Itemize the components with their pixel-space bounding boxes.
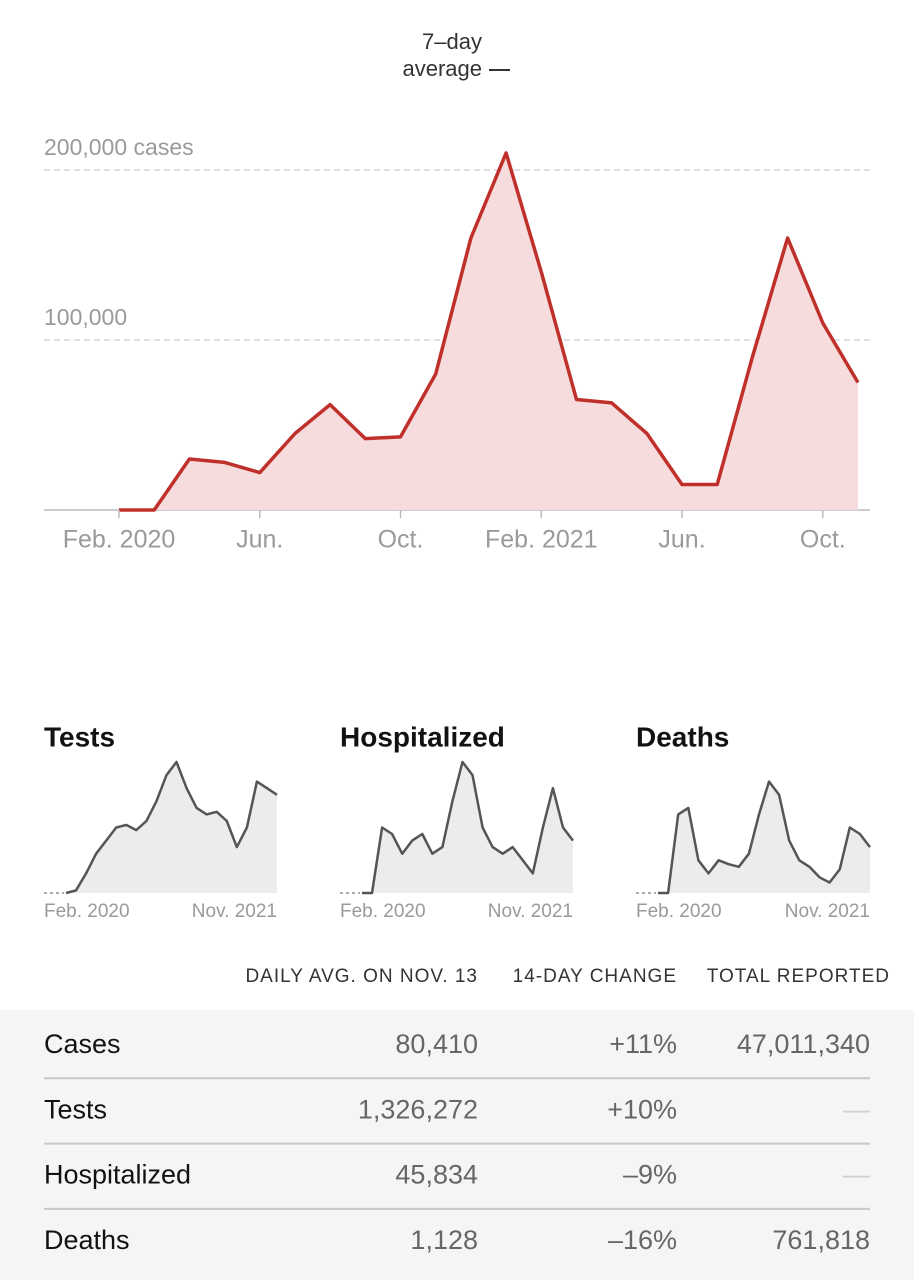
area	[658, 781, 870, 893]
x-tick-label: Feb. 2020	[340, 901, 426, 922]
x-tick-label: Feb. 2020	[44, 901, 130, 922]
table-cell: 1,326,272	[358, 1094, 478, 1124]
x-tick-label: Jun.	[658, 526, 705, 554]
line	[65, 760, 278, 895]
line	[658, 780, 871, 895]
table-cell: 80,410	[395, 1029, 478, 1059]
table-cell: 45,834	[395, 1160, 478, 1190]
area	[66, 762, 277, 893]
chart-title: Tests	[44, 721, 115, 752]
row-label: Hospitalized	[44, 1160, 191, 1190]
chart-title: Deaths	[636, 721, 729, 752]
table-cell: 47,011,340	[737, 1029, 870, 1059]
table-cell: +10%	[607, 1094, 677, 1124]
table-cell: –9%	[623, 1160, 677, 1190]
x-tick-label: Jun.	[236, 526, 283, 554]
table-cell: —	[843, 1160, 870, 1190]
area	[119, 153, 858, 510]
row-label: Tests	[44, 1094, 107, 1124]
table-header: TOTAL REPORTED	[707, 966, 890, 987]
table-cell: +11%	[609, 1029, 677, 1059]
x-tick-label: Feb. 2021	[485, 526, 598, 554]
row-label: Cases	[44, 1029, 121, 1059]
y-tick-label: 100,000	[44, 304, 127, 330]
row-label: Deaths	[44, 1225, 130, 1255]
y-tick-label: 200,000 cases	[44, 134, 194, 160]
x-tick-label: Nov. 2021	[192, 901, 277, 922]
x-tick-label: Oct.	[378, 526, 424, 554]
table-header: 14-DAY CHANGE	[513, 966, 677, 987]
line	[119, 151, 860, 512]
line	[362, 760, 574, 895]
table-cell: –16%	[608, 1225, 677, 1255]
x-tick-label: Nov. 2021	[488, 901, 573, 922]
table-header: DAILY AVG. ON NOV. 13	[245, 966, 478, 987]
annotation: average	[402, 56, 482, 81]
x-tick-label: Feb. 2020	[63, 526, 176, 554]
table-background	[0, 1010, 914, 1280]
table-cell: —	[843, 1094, 870, 1124]
area	[362, 762, 573, 893]
x-tick-label: Nov. 2021	[785, 901, 870, 922]
chart-title: Hospitalized	[340, 721, 505, 752]
annotation: 7–day	[422, 29, 482, 54]
x-tick-label: Feb. 2020	[636, 901, 722, 922]
table-cell: 761,818	[772, 1225, 870, 1255]
x-tick-label: Oct.	[800, 526, 846, 554]
table-cell: 1,128	[410, 1225, 478, 1255]
